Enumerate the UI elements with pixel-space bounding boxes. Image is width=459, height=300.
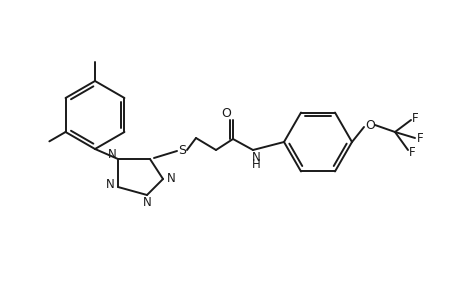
Text: N: N	[166, 172, 175, 185]
Text: N: N	[142, 196, 151, 208]
Text: F: F	[408, 146, 414, 158]
Text: N: N	[251, 151, 260, 164]
Text: F: F	[411, 112, 417, 124]
Text: O: O	[221, 106, 230, 119]
Text: F: F	[416, 131, 422, 145]
Text: N: N	[107, 148, 116, 160]
Text: N: N	[106, 178, 114, 191]
Text: H: H	[251, 158, 260, 170]
Text: S: S	[178, 143, 185, 157]
Text: O: O	[364, 118, 374, 131]
